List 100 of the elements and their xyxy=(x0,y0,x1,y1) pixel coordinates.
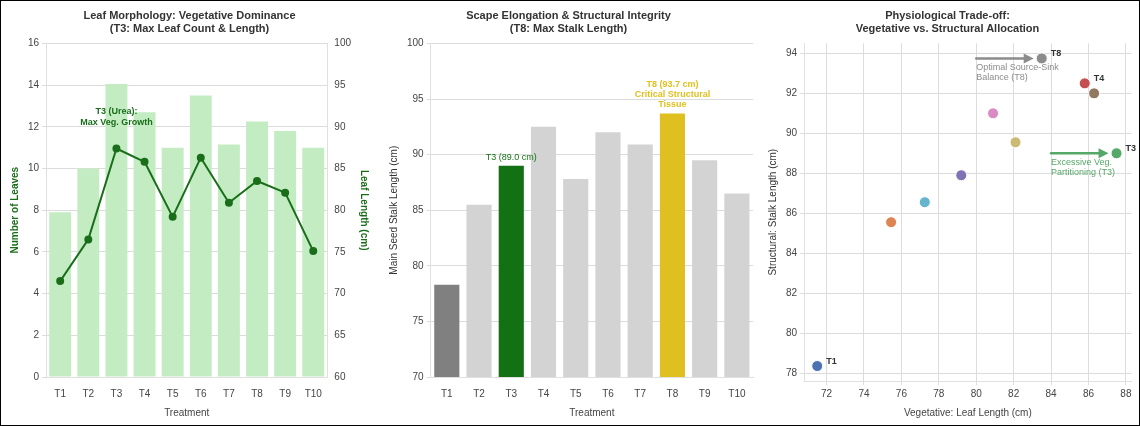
y-tick-label: 94 xyxy=(786,47,798,59)
annotation: Optimal Source-Sink Balance (T8) xyxy=(976,62,1060,83)
x-tick-label: 84 xyxy=(1045,387,1058,399)
y-tick-label: 86 xyxy=(786,206,798,218)
x-tick-label: T7 xyxy=(634,387,647,399)
annotation: T4 xyxy=(1093,73,1105,84)
x-tick-label: T6 xyxy=(194,387,208,399)
y-tick-label: 100 xyxy=(407,37,425,49)
x-tick-label: T2 xyxy=(82,387,95,399)
point xyxy=(84,235,93,244)
annotation: T3 (89.0 cm) xyxy=(485,151,537,162)
point xyxy=(196,153,205,162)
point xyxy=(918,196,931,209)
bar xyxy=(161,147,184,377)
x-tick-label: 82 xyxy=(1008,387,1020,399)
annotation: T3 xyxy=(1125,143,1137,154)
point xyxy=(224,198,233,207)
x-tick-label: T8 xyxy=(251,387,264,399)
x-tick-label: T9 xyxy=(698,387,711,399)
y-tick-label: 10 xyxy=(28,162,40,174)
x-tick-label: 80 xyxy=(970,387,983,399)
y-tick-label: 90 xyxy=(786,127,798,139)
x-tick-label: 74 xyxy=(858,387,870,399)
annotation: T8 xyxy=(1050,48,1062,59)
y-tick-label: 75 xyxy=(412,315,425,327)
x-tick-label: T1 xyxy=(54,387,67,399)
point xyxy=(112,144,121,153)
y-tick-label: 16 xyxy=(28,37,40,49)
point xyxy=(281,188,290,197)
point xyxy=(1110,147,1123,160)
y-tick-label: 85 xyxy=(412,203,425,215)
y2-tick-label: 100 xyxy=(334,37,352,49)
y-tick-label: 70 xyxy=(412,370,425,382)
bar xyxy=(246,121,268,377)
x-tick-label: 76 xyxy=(895,387,908,399)
annotation: Excessive Veg. Partitioning (T3) xyxy=(1051,157,1116,178)
point xyxy=(1078,77,1091,90)
y2-tick-label: 75 xyxy=(334,245,346,257)
chart-title: Physiological Trade-off: Vegetative vs. Structural Allocation xyxy=(855,8,1040,34)
x-tick-label: T4 xyxy=(138,387,151,399)
x-tick-label: 78 xyxy=(933,387,945,399)
y2-tick-label: 80 xyxy=(334,203,346,215)
point xyxy=(309,247,318,256)
x-axis-title: Treatment xyxy=(569,406,615,418)
y-tick-label: 82 xyxy=(786,286,798,298)
y-tick-label: 14 xyxy=(28,78,40,90)
y2-tick-label: 65 xyxy=(334,329,346,341)
x-tick-label: T3 xyxy=(110,387,123,399)
y2-tick-label: 90 xyxy=(334,120,346,132)
y2-tick-label: 70 xyxy=(334,287,346,299)
x-tick-label: T2 xyxy=(473,387,486,399)
y-tick-label: 8 xyxy=(33,203,40,215)
x-tick-label: 86 xyxy=(1082,387,1095,399)
x-tick-label: T8 xyxy=(666,387,679,399)
point xyxy=(1088,87,1101,100)
y-tick-label: 2 xyxy=(33,329,40,341)
y-tick-label: 92 xyxy=(786,87,798,99)
y-tick-label: 78 xyxy=(786,366,798,378)
y-tick-label: 88 xyxy=(786,167,798,178)
point xyxy=(168,212,177,221)
point xyxy=(885,216,898,229)
bar xyxy=(189,95,212,377)
x-tick-label: T5 xyxy=(166,387,179,399)
y2-tick-label: 95 xyxy=(334,78,346,90)
y-tick-label: 0 xyxy=(33,370,40,382)
y-axis-title: Main Seed Stalk Length (cm) xyxy=(387,145,399,275)
y-axis-title: Number of Leaves xyxy=(8,166,20,254)
point xyxy=(987,107,1000,120)
x-tick-label: T6 xyxy=(602,387,615,399)
bar xyxy=(77,168,100,377)
y-tick-label: 12 xyxy=(28,120,40,132)
x-tick-label: T1 xyxy=(440,387,454,399)
y2-tick-label: 85 xyxy=(334,162,346,174)
x-tick-label: T7 xyxy=(223,387,236,399)
y-tick-label: 80 xyxy=(412,259,425,271)
x-tick-label: T9 xyxy=(279,387,292,399)
x-tick-label: T3 xyxy=(505,387,518,399)
y-tick-label: 84 xyxy=(786,246,798,258)
point xyxy=(56,277,65,286)
y-tick-label: 4 xyxy=(33,287,40,299)
point xyxy=(140,157,149,166)
y2-tick-label: 60 xyxy=(334,370,346,382)
y2-axis-title: Leaf Length (cm) xyxy=(359,169,371,251)
y-tick-label: 80 xyxy=(786,326,798,338)
y-axis-title: Structural: Stalk Length (cm) xyxy=(766,148,778,276)
x-tick-label: T10 xyxy=(728,387,746,399)
x-axis-title: Vegetative: Leaf Length (cm) xyxy=(903,406,1032,418)
point xyxy=(253,177,262,186)
point xyxy=(1009,136,1022,149)
x-tick-label: T10 xyxy=(304,387,323,399)
point xyxy=(811,360,824,373)
x-tick-label: 72 xyxy=(821,387,833,399)
bar xyxy=(274,130,297,377)
x-tick-label: 88 xyxy=(1120,387,1132,399)
y-tick-label: 95 xyxy=(412,92,425,104)
x-tick-label: T5 xyxy=(569,387,582,399)
annotation: T3 (Urea): Max Veg. Growth xyxy=(80,106,153,128)
annotation: T1 xyxy=(826,356,837,367)
bar xyxy=(302,147,325,377)
chart-title: Scape Elongation & Structural Integrity (T8: Max Stalk Length) xyxy=(466,8,672,34)
